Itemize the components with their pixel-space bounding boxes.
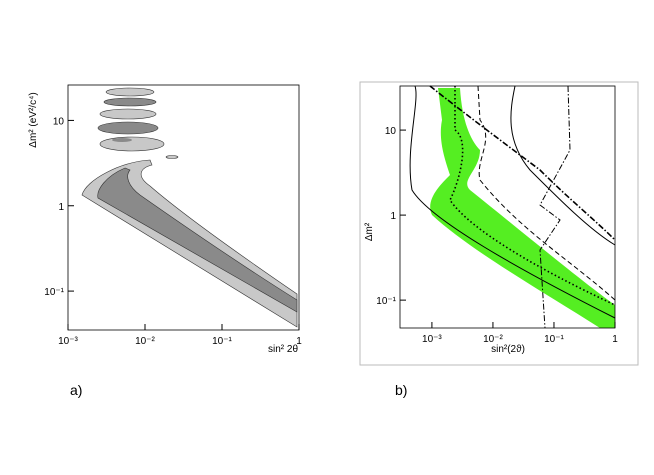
x-axis-label: sin² 2θ [268,344,298,355]
x-tick-label: 1 [612,334,618,345]
panel-label: b) [395,382,407,398]
panel-b-frame [399,85,616,329]
y-tick-label: 10⁻¹ [44,287,64,298]
x-tick-label: 10⁻³ [422,334,442,345]
panel-a-regions [81,87,298,328]
y-tick-label: 1 [390,211,396,222]
y-tick-label: 10 [53,116,65,127]
x-tick-label: 10⁻² [483,334,503,345]
x-tick-label: 1 [296,336,302,347]
y-tick-label: 10⁻¹ [376,296,396,307]
x-axis-label: sin²(2ϑ) [491,344,525,355]
panel-label: a) [70,382,82,398]
y-axis-label: Δm² (eV²/c⁴) [28,92,39,147]
panel-b-curves [409,85,616,329]
panel-a-frame [67,84,300,331]
panel-b-outer-frame [359,81,639,366]
x-tick-label: 10⁻³ [58,336,78,347]
y-tick-label: 1 [58,202,64,213]
x-tick-label: 10⁻¹ [544,334,564,345]
x-tick-label: 10⁻¹ [212,336,232,347]
x-tick-label: 10⁻² [135,336,155,347]
y-tick-label: 10 [385,126,397,137]
y-axis-label: Δm² [364,222,375,241]
